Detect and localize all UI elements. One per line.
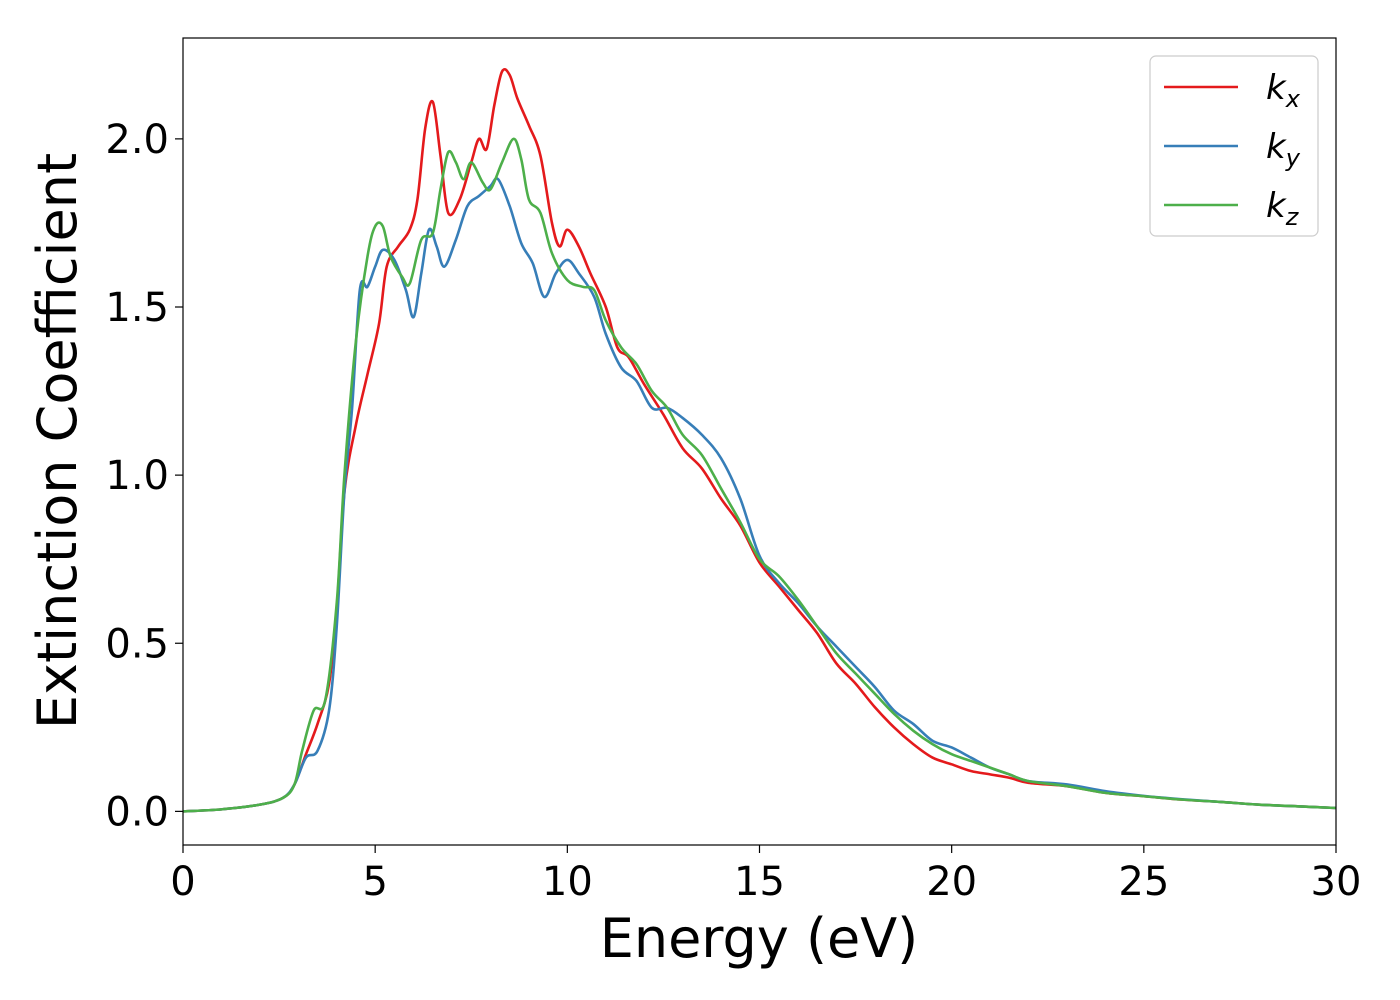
series-line-x: [182, 67, 1337, 813]
y-axis-ticks: 0.0 0.5 1.0 1.5 2.0: [105, 117, 183, 835]
x-axis-ticks: 0 5 10 15 20 25 30: [170, 845, 1361, 905]
x-axis-label: Energy (eV): [600, 907, 919, 970]
y-tick-label: 1.5: [105, 285, 169, 331]
x-tick-label: 10: [542, 859, 593, 905]
y-tick-label: 0.0: [105, 789, 169, 835]
y-tick-label: 2.0: [105, 117, 169, 163]
legend: kx ky kz: [1149, 55, 1319, 237]
legend-label-x: kx: [1266, 68, 1301, 113]
legend-label-z: kz: [1266, 186, 1300, 231]
x-tick-label: 20: [926, 859, 977, 905]
x-tick-label: 25: [1118, 859, 1169, 905]
x-tick-label: 15: [734, 859, 785, 905]
series-line-z: [182, 137, 1337, 813]
series-line-y: [182, 177, 1337, 813]
y-tick-label: 1.0: [105, 453, 169, 499]
x-tick-label: 0: [170, 859, 195, 905]
legend-label-y: ky: [1266, 127, 1301, 172]
y-axis-label: Extinction Coefficient: [26, 153, 89, 729]
series-layer: [182, 67, 1337, 813]
x-tick-label: 5: [362, 859, 387, 905]
y-tick-label: 0.5: [105, 621, 169, 667]
x-tick-label: 30: [1311, 859, 1362, 905]
